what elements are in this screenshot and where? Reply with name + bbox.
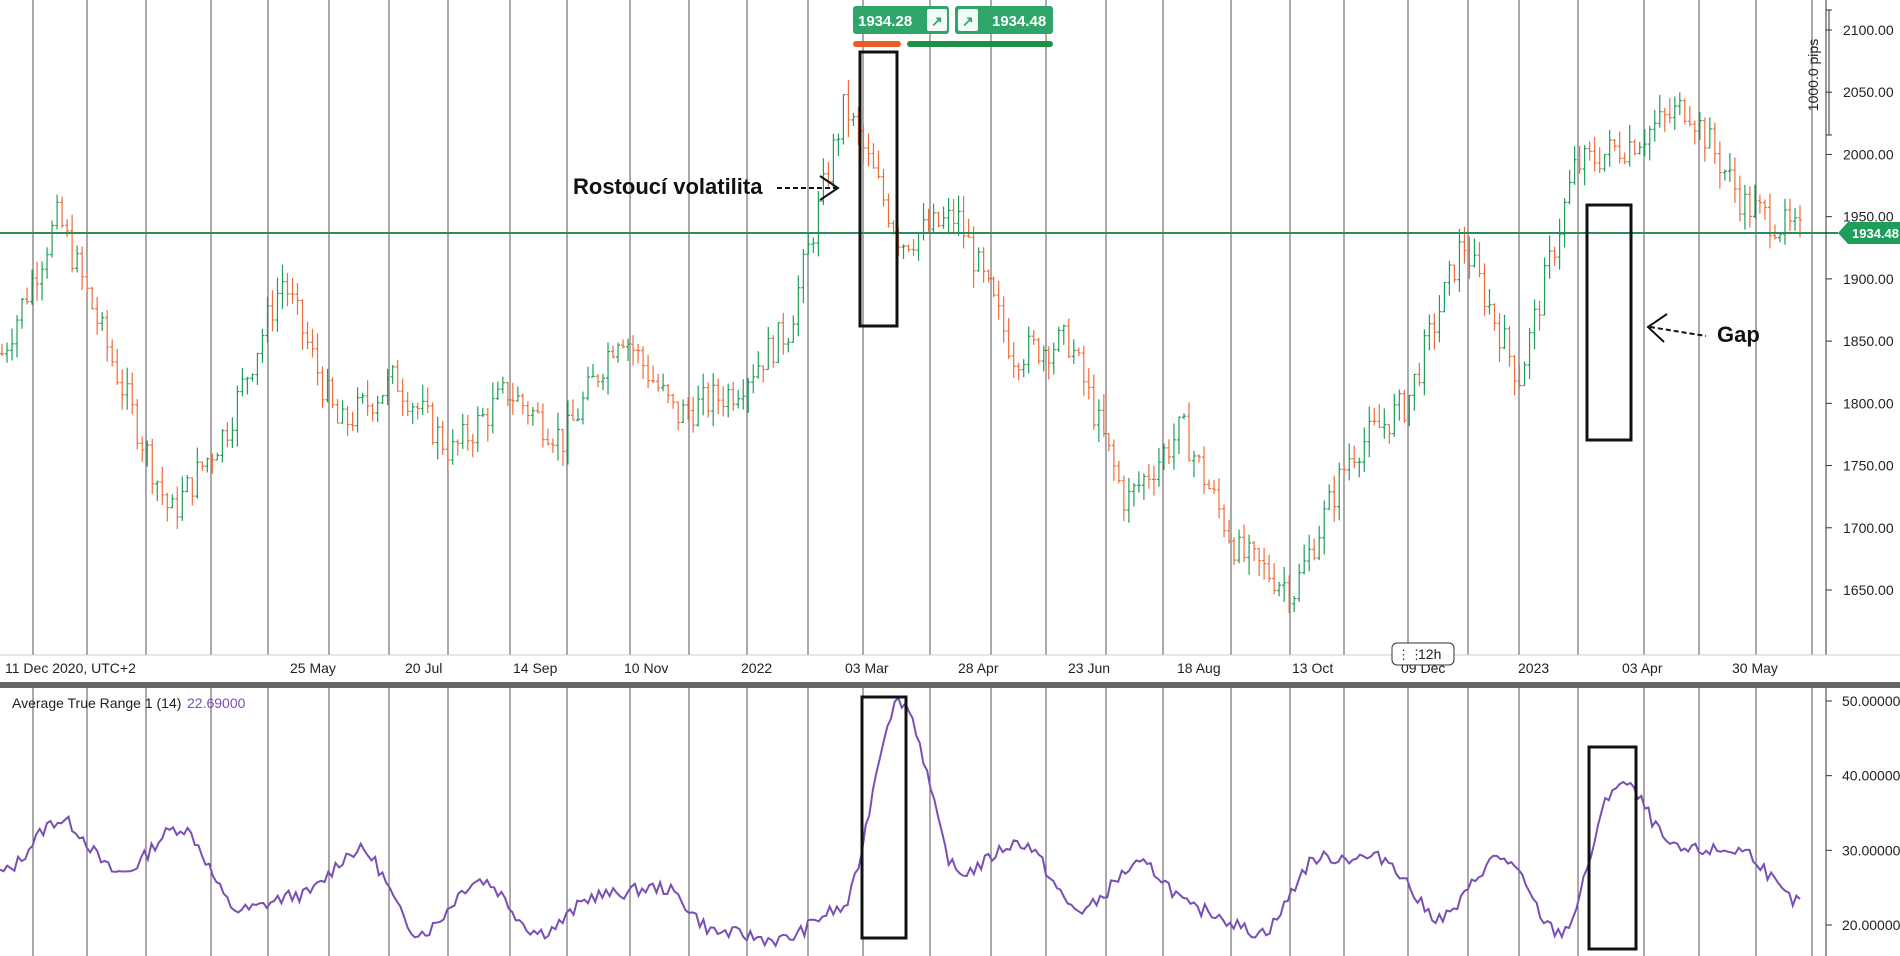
price-tick-label: 1900.00: [1843, 271, 1894, 287]
time-axis-label: 11 Dec 2020, UTC+2: [5, 660, 136, 676]
timeframe-label: 12h: [1418, 646, 1441, 662]
atr-tick-label: 20.00000: [1842, 917, 1900, 933]
sell-arrow-box: [927, 9, 947, 31]
time-axis-label: 10 Nov: [624, 660, 668, 676]
price-tick-label: 2100.00: [1843, 22, 1894, 38]
buy-arrow-box: [958, 9, 978, 31]
volatility-box-atr: [860, 695, 908, 940]
time-axis-label: 28 Apr: [958, 660, 999, 676]
price-tick-label: 1800.00: [1843, 395, 1894, 411]
indicator-name: Average True Range 1 (14): [12, 695, 181, 711]
indicator-value: 22.69000: [187, 695, 246, 711]
timeframe-button[interactable]: ⋮⋮ 12h: [1391, 642, 1455, 666]
price-tick-label: 1950.00: [1843, 209, 1894, 225]
time-axis-label: 30 May: [1732, 660, 1778, 676]
sell-arrow-icon: ↗: [931, 13, 943, 29]
buy-button[interactable]: ↗ 1934.48: [955, 6, 1053, 34]
current-price-tag: 1934.48: [1838, 222, 1900, 244]
pips-label: 1000.0 pips: [1805, 39, 1821, 111]
rising-volatility-label: Rostoucí volatilita: [573, 174, 763, 199]
time-axis-label: 25 May: [290, 660, 336, 676]
current-price-tag-text: 1934.48: [1852, 226, 1899, 241]
candlestick-series: [0, 80, 1802, 614]
time-axis-label: 03 Mar: [845, 660, 889, 676]
gap-box-atr: [1587, 745, 1638, 951]
time-axis-label: 2022: [741, 660, 772, 676]
sell-price: 1934.28: [858, 13, 912, 30]
gap-label: Gap: [1717, 322, 1760, 347]
buy-sentiment-bar: [907, 41, 1053, 47]
gap-box-price: [1585, 203, 1633, 442]
time-axis-label: 23 Jun: [1068, 660, 1110, 676]
price-tick-label: 1850.00: [1843, 333, 1894, 349]
atr-tick-label: 30.00000: [1842, 842, 1900, 858]
sell-button[interactable]: 1934.28 ↗: [853, 6, 949, 34]
price-axis[interactable]: 2100.00 2050.00 2000.00 1950.00 1900.00 1850.…: [1826, 22, 1894, 598]
price-tick-label: 1750.00: [1843, 458, 1894, 474]
atr-axis[interactable]: 50.00000 40.00000 30.00000 20.00000: [1826, 693, 1900, 933]
time-axis-label: 20 Jul: [405, 660, 442, 676]
sell-sentiment-bar: [853, 41, 901, 47]
pips-ruler-bracket: [1826, 9, 1832, 136]
volatility-box-price: [858, 50, 899, 328]
buy-price: 1934.48: [992, 13, 1046, 30]
time-axis-label: 13 Oct: [1292, 660, 1333, 676]
price-tick-label: 2050.00: [1843, 84, 1894, 100]
price-tick-label: 1650.00: [1843, 582, 1894, 598]
drag-handle-icon: ⋮⋮: [1397, 647, 1423, 662]
time-axis-label: 2023: [1518, 660, 1549, 676]
panel-separator[interactable]: [0, 682, 1900, 688]
atr-line: [0, 695, 1801, 948]
rising-volatility-arrow: [777, 175, 840, 201]
price-tick-label: 2000.00: [1843, 146, 1894, 162]
price-tick-label: 1700.00: [1843, 520, 1894, 536]
time-axis-label: 14 Sep: [513, 660, 558, 676]
time-axis-label: 03 Apr: [1622, 660, 1663, 676]
buy-arrow-icon: ↗: [962, 13, 974, 29]
atr-tick-label: 40.00000: [1842, 768, 1900, 784]
gap-arrow: [1646, 313, 1707, 343]
time-axis[interactable]: 11 Dec 2020, UTC+2 25 May 20 Jul 14 Sep 10 N…: [5, 660, 1778, 676]
atr-tick-label: 50.00000: [1842, 693, 1900, 709]
time-axis-label: 18 Aug: [1177, 660, 1221, 676]
